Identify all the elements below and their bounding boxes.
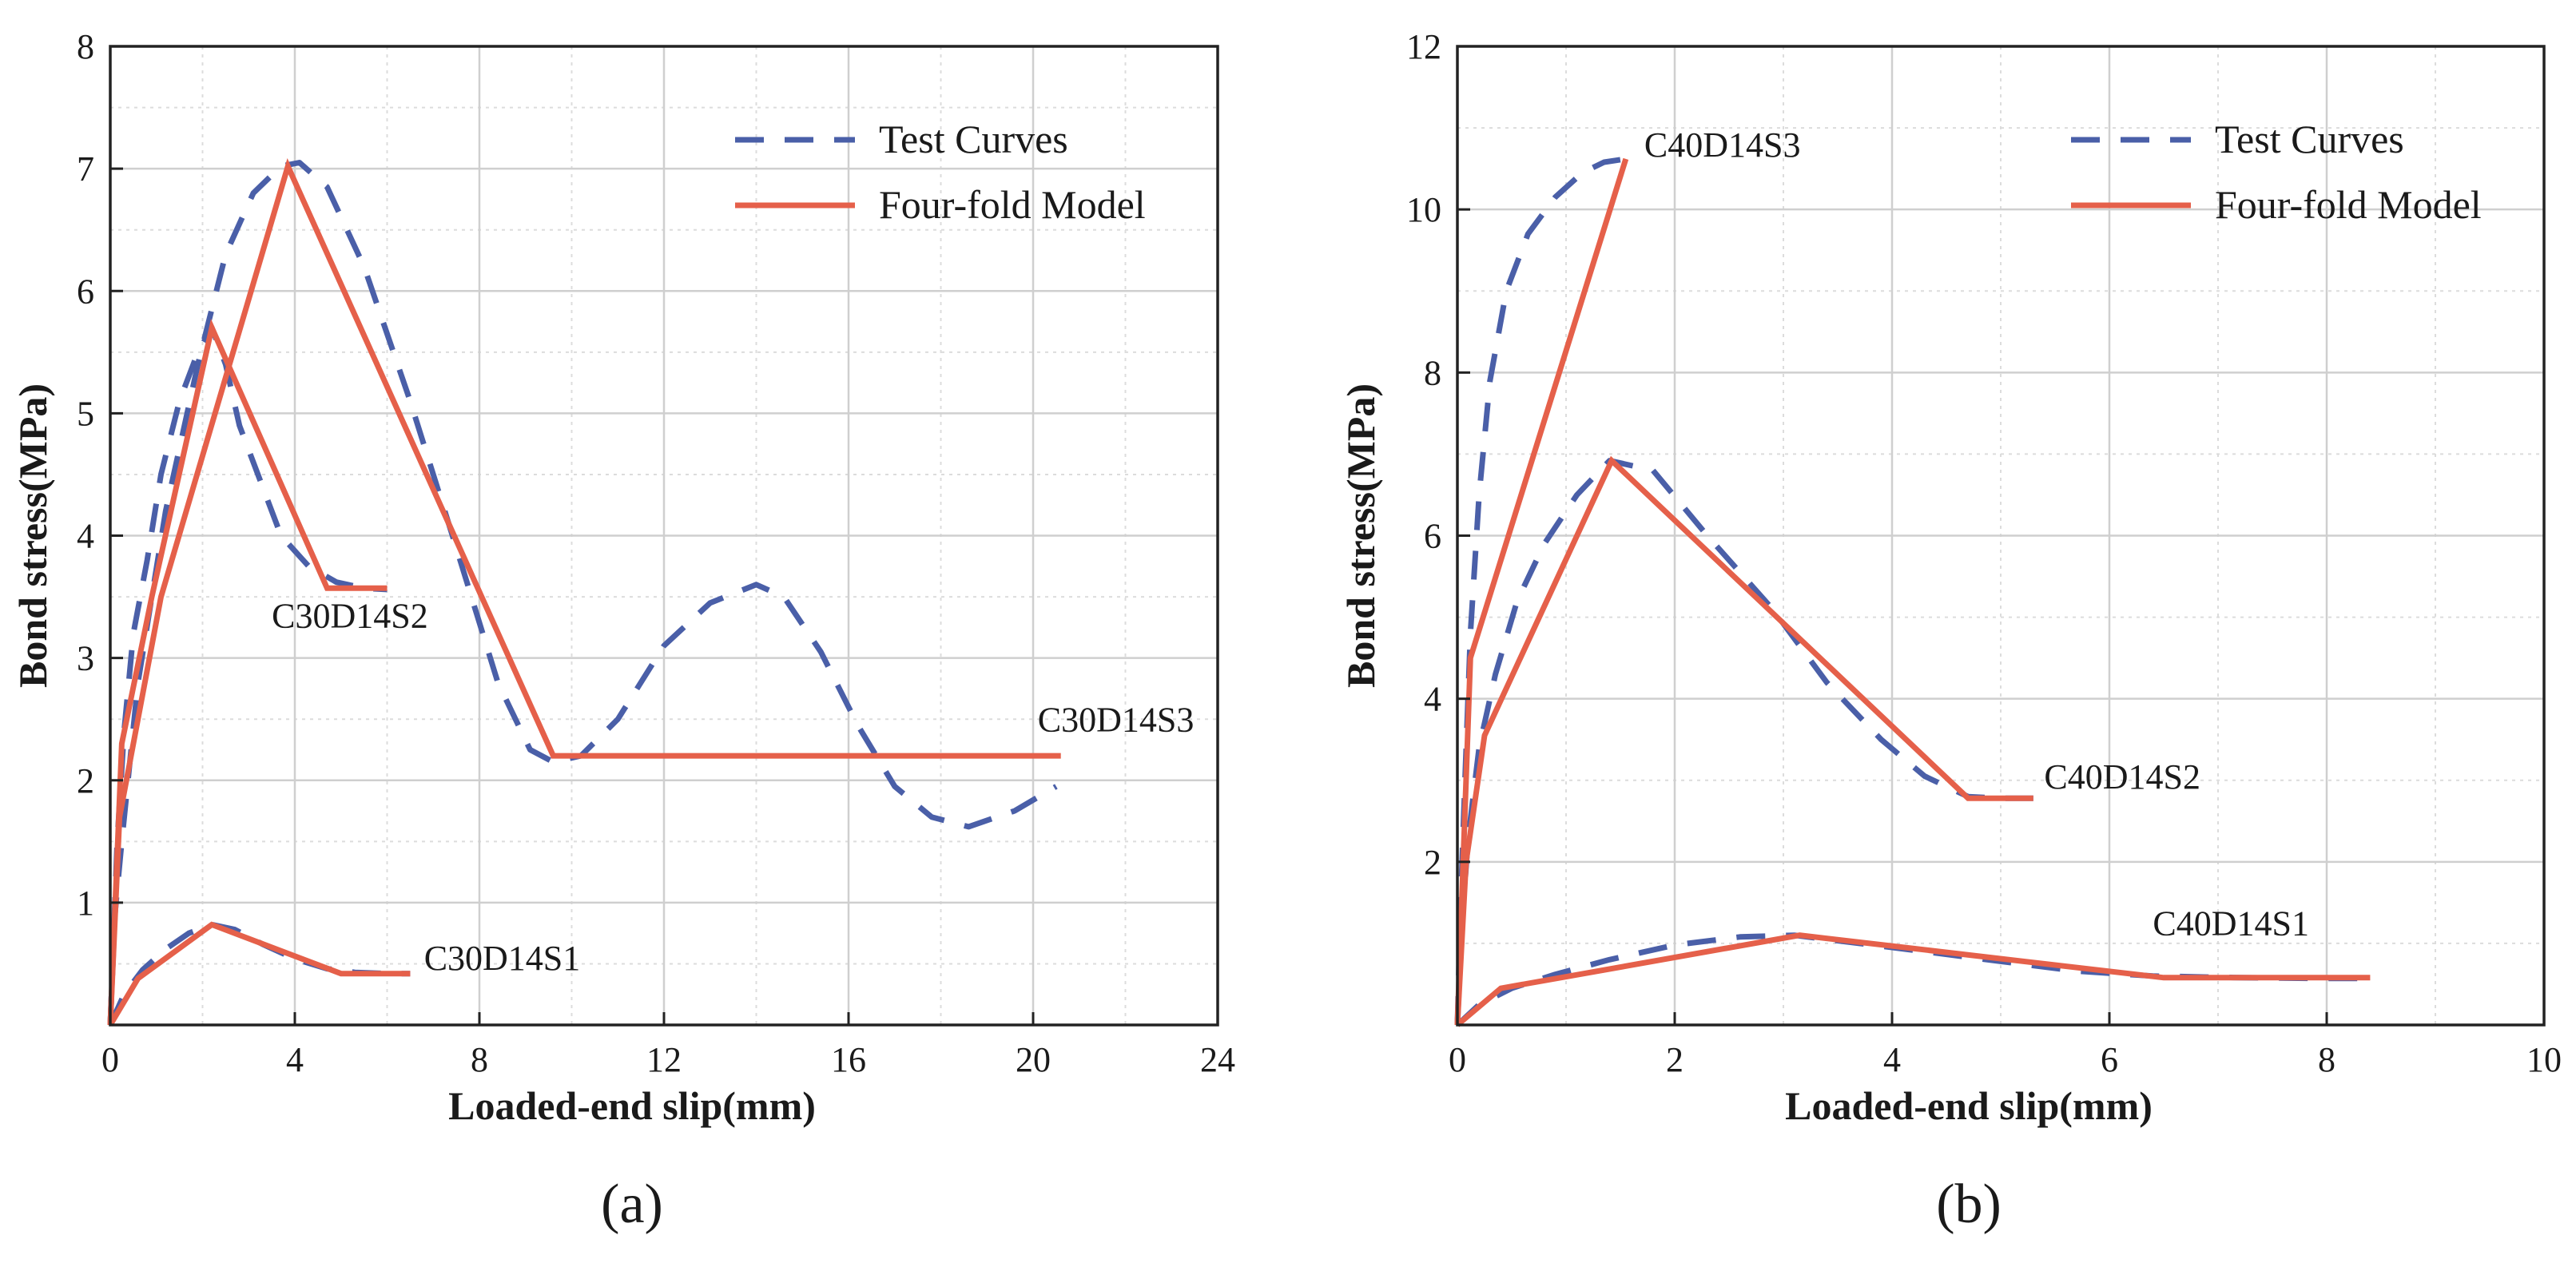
x-tick-label: 12 <box>646 1040 682 1079</box>
y-axis-title: Bond stress(MPa) <box>1338 383 1383 688</box>
specimen-label-c40d14s1: C40D14S1 <box>2153 904 2309 943</box>
y-tick-label: 2 <box>77 761 94 800</box>
legend-test-label: Test Curves <box>879 117 1068 161</box>
y-tick-label: 8 <box>1424 353 1441 392</box>
y-tick-label: 8 <box>77 27 94 66</box>
x-tick-label: 8 <box>2318 1040 2335 1079</box>
y-tick-label: 6 <box>1424 517 1441 556</box>
x-tick-label: 0 <box>101 1040 119 1079</box>
legend: Test Curves Four-fold Model <box>735 117 1146 227</box>
x-tick-label: 16 <box>831 1040 866 1079</box>
x-tick-label: 20 <box>1016 1040 1051 1079</box>
y-tick-label: 1 <box>77 884 94 923</box>
c30d14s2-test-curve <box>107 324 388 1026</box>
specimen-label-c30d14s2: C30D14S2 <box>272 596 428 635</box>
x-tick-label: 0 <box>1449 1040 1466 1079</box>
x-tick-label: 24 <box>1200 1040 1235 1079</box>
y-tick-label: 4 <box>77 517 94 556</box>
y-tick-label: 7 <box>77 149 94 189</box>
y-tick-label: 12 <box>1406 27 1441 66</box>
x-tick-label: 10 <box>2526 1040 2562 1079</box>
c30d14s1-model-line <box>107 921 411 1027</box>
x-tick-label: 8 <box>471 1040 488 1079</box>
specimen-label-c30d14s1: C30D14S1 <box>424 939 581 978</box>
x-axis-title: Loaded-end slip(mm) <box>1785 1083 2153 1128</box>
c30d14s3-test-curve <box>107 160 1058 1026</box>
c40d14s3-model-line <box>1454 157 1629 1026</box>
y-tick-label: 3 <box>77 639 94 678</box>
major-grid <box>110 46 1218 1025</box>
panel-label: (b) <box>1936 1174 2002 1235</box>
c30d14s3-model-line <box>107 158 1061 1026</box>
y-tick-label: 10 <box>1406 190 1441 229</box>
x-tick-label: 4 <box>1883 1040 1901 1079</box>
specimen-label-c30d14s3: C30D14S3 <box>1038 701 1195 740</box>
y-tick-label: 5 <box>77 394 94 433</box>
y-axis-title: Bond stress(MPa) <box>10 383 55 688</box>
x-tick-label: 4 <box>286 1040 304 1079</box>
major-grid <box>1457 46 2544 1025</box>
x-tick-label: 2 <box>1666 1040 1684 1079</box>
specimen-label-c40d14s2: C40D14S2 <box>2044 757 2200 796</box>
y-tick-label: 2 <box>1424 843 1441 882</box>
legend-model-label: Four-fold Model <box>2215 182 2482 227</box>
chart-panel-b: 0 2 4 6 8 10 2 4 6 8 10 12 Loaded-end slip(mm) Bond s… <box>1338 27 2562 1235</box>
c40d14s1-model-line <box>1455 932 2371 1027</box>
series-group <box>1454 156 2371 1027</box>
x-tick-label: 6 <box>2101 1040 2118 1079</box>
panel-label: (a) <box>601 1174 663 1235</box>
c40d14s2-test-curve <box>1454 458 2033 1026</box>
legend-model-label: Four-fold Model <box>879 182 1146 227</box>
series-group <box>107 158 1061 1027</box>
c40d14s3-test-curve <box>1454 156 1627 1026</box>
c30d14s2-model-line <box>107 319 388 1026</box>
y-tick-label: 4 <box>1424 680 1441 719</box>
legend: Test Curves Four-fold Model <box>2071 117 2482 227</box>
legend-test-label: Test Curves <box>2215 117 2404 161</box>
c40d14s2-model-line <box>1454 455 2033 1026</box>
x-axis-title: Loaded-end slip(mm) <box>448 1083 816 1128</box>
y-tick-label: 6 <box>77 272 94 311</box>
specimen-label-c40d14s3: C40D14S3 <box>1644 125 1801 165</box>
